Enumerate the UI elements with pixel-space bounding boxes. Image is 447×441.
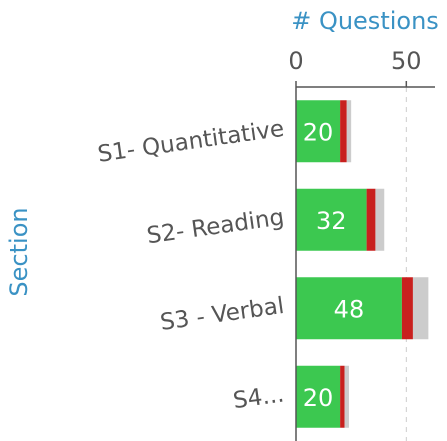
bar-segment xyxy=(344,365,349,428)
y-tick-label: S3 - Verbal xyxy=(159,293,286,336)
bar-segment xyxy=(366,188,376,251)
y-axis-title: Section xyxy=(5,207,33,296)
bar-segment xyxy=(296,277,402,340)
bar-segment xyxy=(412,277,429,340)
bar-segment xyxy=(401,277,413,340)
y-tick-label: S1- Quantitative xyxy=(96,116,286,168)
value-label: 20 xyxy=(303,384,334,412)
x-axis-title: # Questions xyxy=(291,7,439,35)
bar-segment xyxy=(375,188,385,251)
x-tick-label: 0 xyxy=(288,47,303,75)
bar-segment xyxy=(296,100,341,163)
bar-segment xyxy=(296,365,341,428)
bar-segment xyxy=(340,100,347,163)
bar-segment xyxy=(346,100,352,163)
bar-segment xyxy=(296,188,367,251)
y-tick-label: S4... xyxy=(231,381,285,414)
value-label: 32 xyxy=(316,207,347,235)
value-label: 48 xyxy=(334,295,365,323)
value-label: 20 xyxy=(303,118,334,146)
y-tick-label: S2- Reading xyxy=(145,204,285,249)
x-tick-label: 50 xyxy=(391,47,422,75)
bar-segment xyxy=(340,365,345,428)
